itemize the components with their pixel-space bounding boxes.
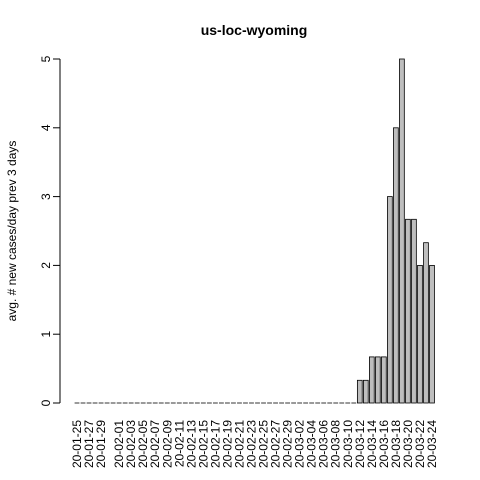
y-tick-label: 1 xyxy=(39,331,53,338)
bar xyxy=(417,264,423,404)
bar xyxy=(363,379,369,404)
y-tick-label: 4 xyxy=(39,124,53,131)
bar xyxy=(369,356,375,404)
x-tick-label: 20-03-06 xyxy=(317,420,331,468)
y-tick-label: 0 xyxy=(39,399,53,406)
x-tick-label: 20-02-25 xyxy=(257,420,271,468)
x-tick-label: 20-02-21 xyxy=(232,420,246,468)
x-tick-label: 20-03-14 xyxy=(365,420,379,468)
x-tick-label: 20-03-18 xyxy=(389,420,403,468)
x-tick-label: 20-03-12 xyxy=(353,420,367,468)
x-tick-label: 20-03-22 xyxy=(413,420,427,468)
bar xyxy=(423,242,429,404)
x-tick-label: 20-02-23 xyxy=(244,420,258,468)
bar xyxy=(375,356,381,404)
x-tick-label: 20-03-04 xyxy=(305,420,319,468)
x-tick-label: 20-03-20 xyxy=(401,420,415,468)
x-tick-label: 20-03-02 xyxy=(293,420,307,468)
x-tick-label: 20-02-05 xyxy=(136,420,150,468)
x-tick-label: 20-02-27 xyxy=(269,420,283,468)
y-tick-label: 5 xyxy=(39,55,53,62)
x-tick-label: 20-02-13 xyxy=(184,420,198,468)
y-axis-label: avg. # new cases/day prev 3 days xyxy=(5,141,19,322)
x-tick-label: 20-01-27 xyxy=(82,420,96,468)
bar xyxy=(405,218,411,404)
bar xyxy=(356,379,363,404)
y-axis: 0 1 2 3 4 5 xyxy=(39,55,61,406)
x-tick-label: 20-02-01 xyxy=(112,420,126,468)
x-tick-label: 20-03-24 xyxy=(425,420,439,468)
x-tick-label: 20-03-16 xyxy=(377,420,391,468)
x-tick-label: 20-01-29 xyxy=(94,420,108,468)
x-tick-label: 20-02-11 xyxy=(172,420,186,467)
x-tick-label: 20-03-08 xyxy=(329,420,343,468)
bar xyxy=(411,218,417,404)
y-tick-label: 3 xyxy=(39,193,53,200)
x-tick-label: 20-02-17 xyxy=(208,420,222,468)
x-tick-label: 20-02-07 xyxy=(148,420,162,468)
x-tick-label: 20-02-15 xyxy=(196,420,210,468)
x-tick-label: 20-01-25 xyxy=(70,420,84,468)
bar xyxy=(399,58,405,404)
bar xyxy=(381,356,387,404)
y-tick-label: 2 xyxy=(39,262,53,269)
x-tick-label: 20-02-19 xyxy=(220,420,234,468)
bar xyxy=(429,264,435,404)
x-tick-label: 20-03-10 xyxy=(341,420,355,468)
x-tick-label: 20-02-29 xyxy=(281,420,295,468)
chart-title: us-loc-wyoming xyxy=(201,22,308,38)
bars xyxy=(74,58,435,404)
x-tick-label: 20-02-03 xyxy=(124,420,138,468)
bar xyxy=(393,127,399,404)
bar xyxy=(387,196,393,404)
x-tick-label: 20-02-09 xyxy=(160,420,174,468)
